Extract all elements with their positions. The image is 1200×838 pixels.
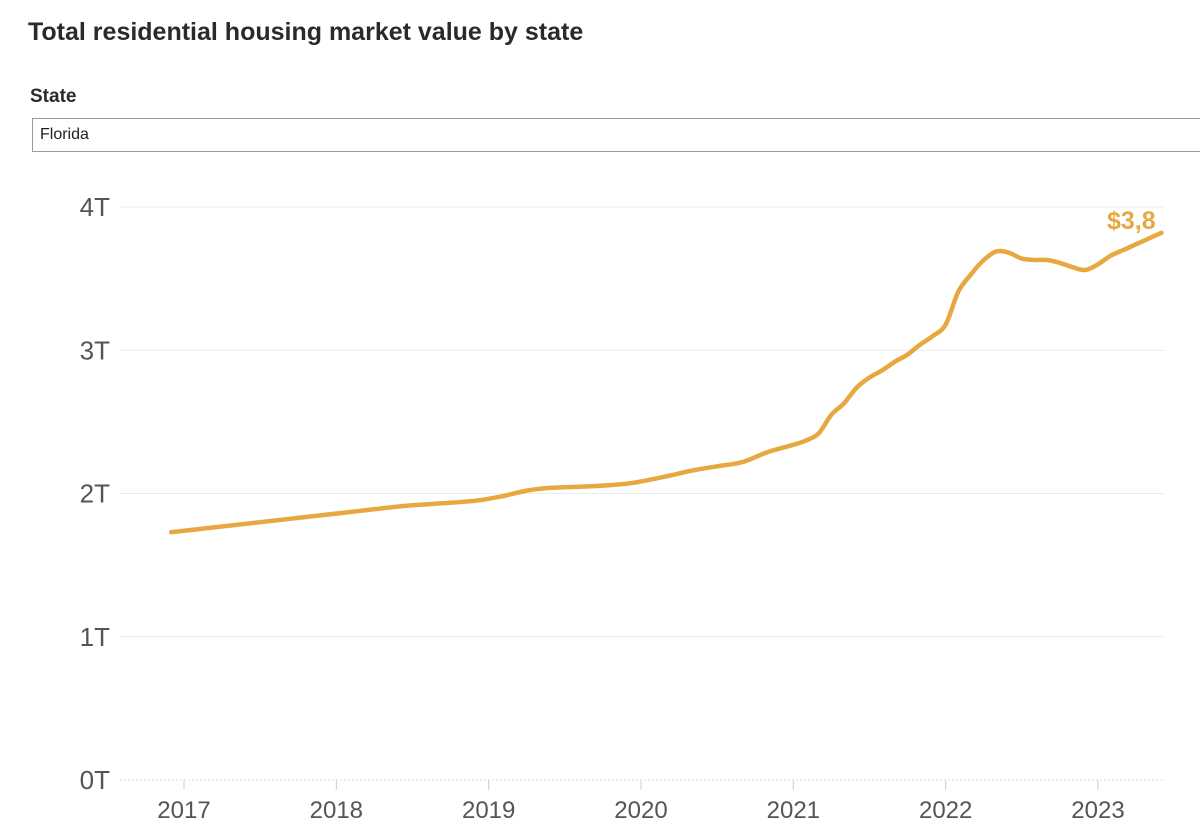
series-line-florida: [169, 230, 1164, 535]
x-tick-label: 2021: [767, 797, 820, 824]
state-filter-label: State: [30, 86, 77, 107]
x-tick-label: 2023: [1071, 797, 1124, 824]
x-tick-label: 2020: [614, 797, 667, 824]
x-tick-label: 2017: [157, 797, 210, 824]
y-tick-label: 3T: [80, 335, 110, 365]
x-tick-label: 2022: [919, 797, 972, 824]
state-select[interactable]: Florida: [32, 118, 1200, 152]
x-tick-label: 2019: [462, 797, 515, 824]
y-tick-label: 4T: [80, 192, 110, 222]
y-tick-label: 1T: [80, 622, 110, 652]
y-tick-label: 0T: [80, 765, 110, 795]
chart-title: Total residential housing market value b…: [28, 18, 584, 46]
end-value-label: $3,8: [1107, 207, 1156, 235]
x-tick-label: 2018: [310, 797, 363, 824]
state-select-value: Florida: [40, 126, 89, 143]
y-tick-label: 2T: [80, 479, 110, 509]
